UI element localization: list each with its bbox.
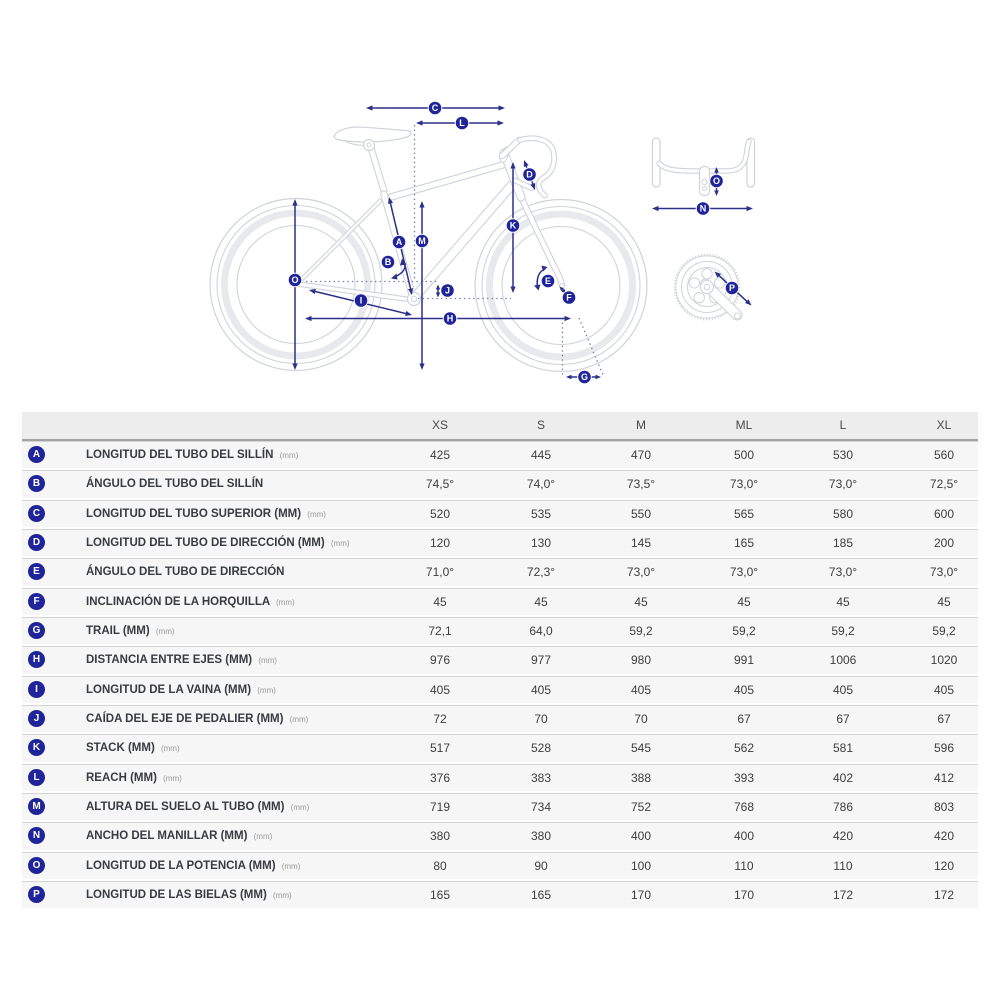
svg-text:J: J [445,286,450,296]
svg-text:M: M [418,236,426,246]
svg-text:I: I [360,296,363,306]
svg-text:K: K [510,221,517,231]
svg-text:L: L [459,118,465,128]
svg-text:H: H [447,314,454,324]
svg-text:B: B [385,257,392,267]
svg-text:O: O [291,275,298,285]
svg-text:D: D [526,170,533,180]
svg-text:E: E [545,276,551,286]
svg-text:O: O [713,176,720,186]
svg-text:C: C [432,103,439,113]
svg-text:G: G [581,372,588,382]
svg-text:N: N [700,204,707,214]
svg-text:P: P [729,283,735,293]
svg-text:F: F [566,293,572,303]
svg-text:A: A [396,237,403,247]
